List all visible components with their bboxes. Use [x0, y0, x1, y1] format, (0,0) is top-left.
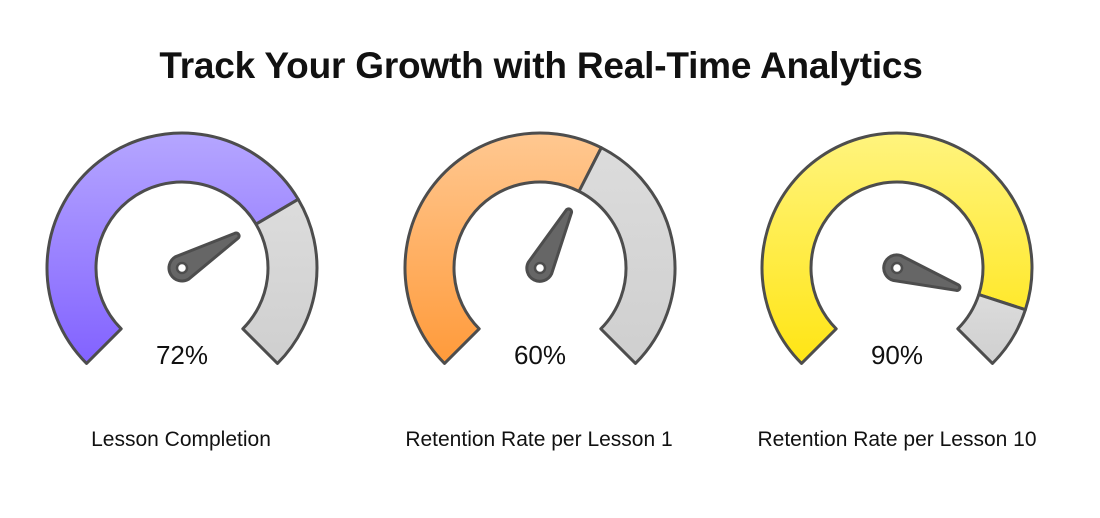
gauge-retention-lesson-1 [403, 131, 677, 365]
gauge-fill-lesson-completion [45, 131, 300, 365]
gauge-needle-icon [525, 207, 574, 283]
gauge-pivot-icon [175, 261, 189, 275]
gauge-needle-icon [882, 253, 962, 292]
gauge-label-retention-lesson-1: Retention Rate per Lesson 1 [405, 428, 673, 451]
gauge-lesson-completion [45, 131, 319, 365]
gauge-value-lesson-completion: 72% [155, 340, 209, 370]
gauge-value-retention-lesson-10: 90% [870, 340, 924, 370]
gauge-remaining-retention-lesson-10 [956, 293, 1027, 365]
gauge-value-retention-lesson-1: 60% [513, 340, 567, 370]
gauge-fill-retention-lesson-1 [403, 131, 603, 365]
gauge-label-retention-lesson-10: Retention Rate per Lesson 10 [757, 428, 1037, 451]
gauge-pivot-icon [890, 261, 904, 275]
gauge-pivot-icon [533, 261, 547, 275]
gauge-retention-lesson-10 [760, 131, 1034, 365]
gauge-remaining-lesson-completion [241, 197, 319, 365]
gauge-needle-icon [167, 231, 241, 283]
page-title: Track Your Growth with Real-Time Analyti… [159, 45, 923, 86]
gauge-fill-retention-lesson-10 [760, 131, 1034, 365]
gauge-remaining-retention-lesson-1 [577, 146, 677, 365]
gauge-label-lesson-completion: Lesson Completion [91, 428, 271, 451]
